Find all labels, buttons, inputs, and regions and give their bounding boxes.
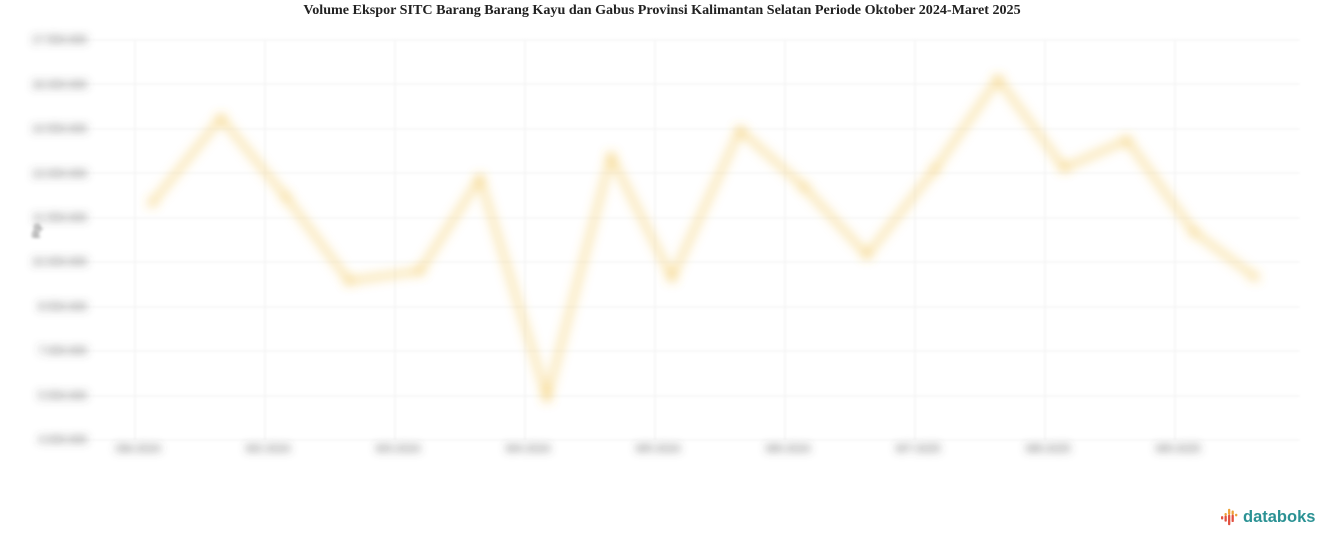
svg-text:W2-2024: W2-2024 — [246, 443, 291, 455]
svg-text:11.500.000: 11.500.000 — [33, 212, 87, 224]
svg-text:W5-2024: W5-2024 — [636, 443, 681, 455]
svg-text:17.500.000: 17.500.000 — [32, 34, 87, 46]
svg-text:Okt-2024: Okt-2024 — [115, 443, 160, 455]
svg-text:W6-2024: W6-2024 — [766, 443, 811, 455]
svg-text:14.500.000: 14.500.000 — [32, 123, 87, 135]
svg-text:W4-2024: W4-2024 — [506, 443, 551, 455]
svg-text:W7-2025: W7-2025 — [896, 443, 941, 455]
svg-text:5.500.000: 5.500.000 — [38, 390, 87, 402]
svg-text:7.000.000: 7.000.000 — [38, 345, 87, 357]
svg-text:4.000.000: 4.000.000 — [38, 434, 87, 446]
svg-text:8.500.000: 8.500.000 — [38, 301, 87, 313]
svg-text:W3-2024: W3-2024 — [376, 443, 421, 455]
svg-text:W8-2025: W8-2025 — [1026, 443, 1071, 455]
svg-text:W9-2025: W9-2025 — [1156, 443, 1201, 455]
svg-text:10.000.000: 10.000.000 — [32, 256, 87, 268]
svg-text:13.000.000: 13.000.000 — [32, 168, 87, 180]
svg-text:16.000.000: 16.000.000 — [32, 79, 87, 91]
